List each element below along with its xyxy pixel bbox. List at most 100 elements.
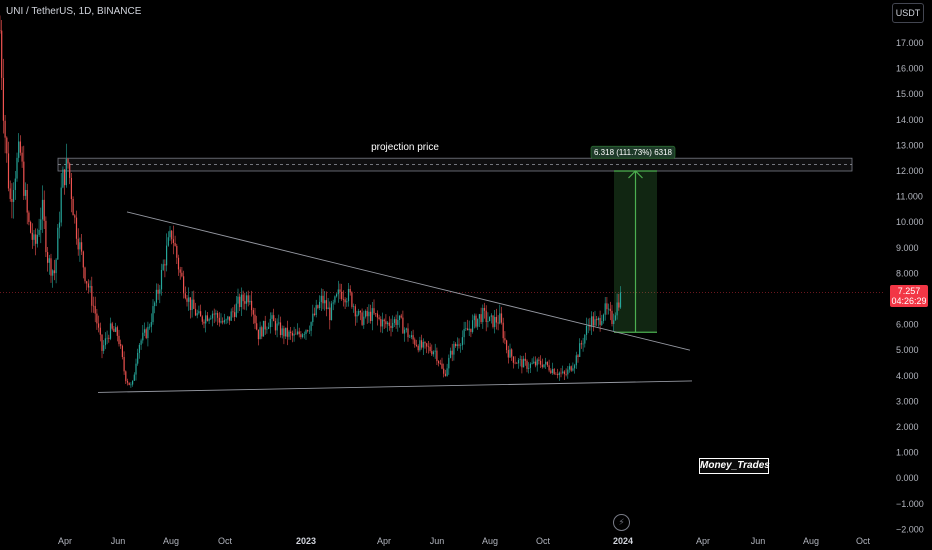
- candle-body: [196, 313, 198, 316]
- candle-body: [31, 232, 33, 240]
- y-tick-label: 14.000: [896, 115, 924, 125]
- candle-body: [490, 315, 492, 317]
- candle-body: [220, 321, 222, 323]
- candle-body: [419, 340, 421, 351]
- x-tick-label: Oct: [218, 536, 233, 546]
- candle-body: [494, 316, 496, 327]
- horizontal-support-line[interactable]: [97, 380, 693, 393]
- x-tick-label: Oct: [856, 536, 871, 546]
- candle-body: [582, 343, 584, 345]
- y-tick-label: −2.000: [896, 524, 924, 534]
- candle-body: [353, 306, 355, 307]
- candle-body: [167, 237, 169, 246]
- last-price-value: 7.257: [897, 286, 921, 296]
- candle-body: [528, 367, 530, 369]
- y-tick-label: −1.000: [896, 499, 924, 509]
- candle-body: [543, 364, 545, 368]
- candle-body: [504, 338, 506, 341]
- last-price-badge: 7.257 04:26:29: [890, 285, 928, 307]
- candle-body: [215, 313, 217, 315]
- candle-body: [256, 323, 258, 330]
- candle-body: [159, 289, 161, 294]
- candle-body: [254, 314, 256, 324]
- candle-body: [121, 345, 123, 358]
- candle-body: [225, 319, 227, 321]
- candle-body: [489, 316, 491, 322]
- candle-body: [103, 345, 105, 351]
- candle-body: [128, 382, 130, 385]
- candle-body: [329, 307, 331, 321]
- candle-body: [611, 310, 613, 324]
- y-axis: 17.000 16.000 15.000 14.000 13.000 12.000 11.0…: [896, 38, 924, 534]
- candle-body: [91, 286, 93, 306]
- projection-label: projection price: [371, 142, 439, 153]
- candle-body: [7, 153, 10, 189]
- candle-body: [337, 289, 339, 295]
- candle-body: [200, 311, 202, 317]
- candle-body: [446, 368, 448, 376]
- candle-body: [149, 326, 151, 328]
- candle-body: [575, 355, 577, 366]
- x-tick-label: Jun: [430, 536, 445, 546]
- candle-body: [171, 230, 173, 240]
- candle-body: [300, 334, 302, 338]
- candle-body: [142, 332, 144, 341]
- candle-body: [460, 345, 462, 346]
- candle-body: [30, 221, 32, 233]
- candle-body: [269, 318, 271, 328]
- candle-body: [392, 322, 394, 328]
- candle-body: [568, 366, 571, 370]
- candle-body: [577, 355, 579, 357]
- candle-body: [193, 299, 195, 309]
- candle-body: [455, 343, 457, 347]
- candle-body: [319, 301, 321, 309]
- candle-body: [191, 299, 193, 311]
- candle-body: [436, 350, 438, 362]
- candle-body: [176, 245, 178, 258]
- candle-body: [370, 311, 372, 321]
- candle-body: [48, 258, 50, 263]
- candle-body: [565, 374, 567, 375]
- candle-body: [143, 329, 146, 333]
- candle-body: [84, 267, 86, 282]
- candle-body: [567, 369, 569, 375]
- candle-body: [506, 340, 508, 351]
- y-tick-label: 5.000: [896, 345, 919, 355]
- candle-body: [601, 321, 603, 325]
- candle-body: [218, 317, 220, 323]
- candle-body: [150, 322, 152, 327]
- candle-body: [162, 264, 164, 270]
- candle-body: [609, 308, 611, 311]
- tradingview-logo-icon[interactable]: ⚡: [613, 514, 630, 531]
- candle-body: [174, 242, 176, 246]
- candle-body: [363, 316, 365, 325]
- candle-body: [560, 372, 562, 374]
- y-tick-label: 1.000: [896, 448, 919, 458]
- currency-button[interactable]: USDT: [892, 3, 924, 23]
- candle-body: [541, 364, 543, 368]
- x-tick-label: Jun: [111, 536, 126, 546]
- candle-body: [53, 270, 55, 274]
- x-tick-label: Aug: [803, 536, 819, 546]
- candle-body: [138, 344, 140, 353]
- candle-body: [534, 361, 537, 366]
- candle-body: [361, 312, 363, 325]
- candle-body: [412, 335, 414, 340]
- candle-body: [346, 301, 348, 303]
- candle-body: [310, 322, 312, 331]
- candle-body: [99, 327, 101, 335]
- bar-countdown: 04:26:29: [891, 296, 927, 306]
- candle-body: [183, 276, 185, 294]
- candle-body: [264, 320, 266, 330]
- candle-body: [485, 310, 487, 323]
- descending-resistance-line[interactable]: [126, 211, 691, 351]
- candle-body: [475, 315, 477, 327]
- x-tick-label: Apr: [377, 536, 391, 546]
- candle-body: [602, 314, 605, 322]
- y-tick-label: 9.000: [896, 243, 919, 253]
- candle-body: [477, 318, 479, 327]
- candle-body: [614, 315, 616, 321]
- candle-body: [303, 333, 305, 335]
- candle-body: [332, 302, 334, 304]
